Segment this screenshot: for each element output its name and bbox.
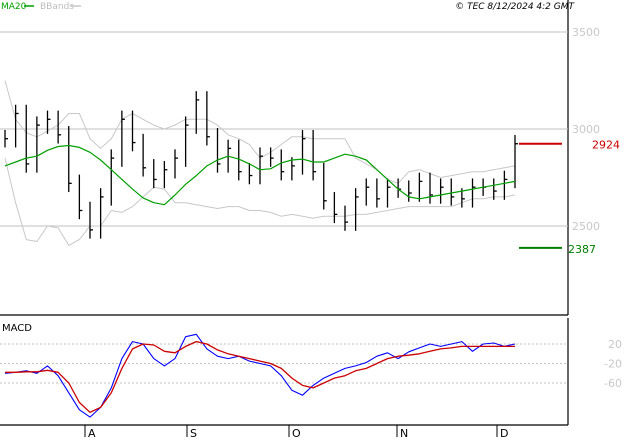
x-tick-label: S (190, 427, 197, 440)
frames (0, 0, 569, 426)
support-level-label: 2387 (568, 243, 596, 256)
resistance-level-label: 2924 (592, 139, 620, 152)
macd-y-tick-label: 20 (608, 338, 622, 351)
ma20-line (4, 144, 516, 206)
x-tick-label: N (400, 427, 408, 440)
x-tick-label: D (500, 427, 508, 440)
macd-line (4, 333, 516, 418)
price-y-tick-label: 3500 (572, 26, 600, 39)
gridlines (0, 31, 568, 437)
macd-title: MACD (2, 323, 32, 334)
macd-y-tick-label: -60 (604, 377, 622, 390)
ma20-legend-label: MA20 (1, 2, 27, 12)
x-tick-label: O (292, 427, 301, 440)
signal-line (5, 340, 515, 413)
x-tick-label: A (88, 427, 96, 440)
labels-layer: 3500 3000 2500 20 -20 -60 A S O N D 2924 2387 MA20 BBa… (1, 2, 622, 440)
price-bars-layer (4, 91, 518, 239)
price-y-tick-label: 3000 (572, 123, 600, 136)
bbands-legend-label: BBands (40, 2, 74, 12)
macd-y-tick-label: -20 (604, 358, 622, 371)
price-y-tick-label: 2500 (572, 220, 600, 233)
timestamp-label: © TEC 8/12/2024 4:2 GMT (455, 2, 575, 12)
lines-layer (4, 142, 562, 418)
